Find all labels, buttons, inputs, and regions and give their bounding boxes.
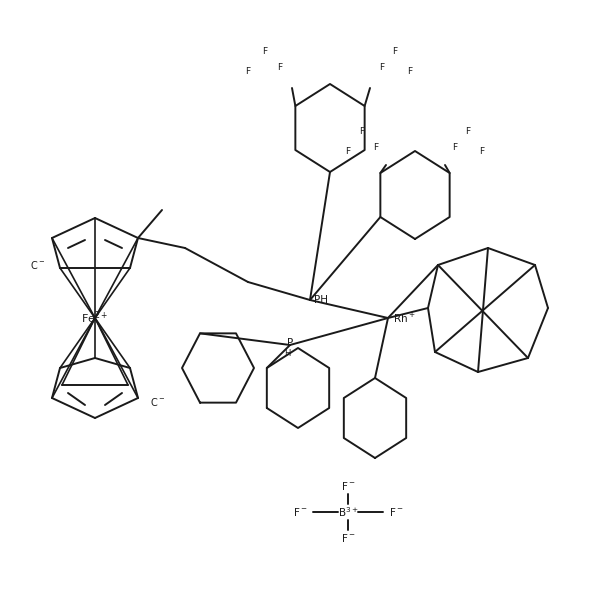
Text: F: F: [346, 147, 350, 157]
Text: H: H: [284, 349, 290, 359]
Text: F: F: [359, 127, 365, 137]
Text: F: F: [479, 147, 485, 157]
Text: F: F: [466, 127, 470, 137]
Text: F: F: [380, 64, 384, 72]
Text: F$^-$: F$^-$: [341, 480, 355, 492]
Text: F: F: [278, 64, 282, 72]
Text: B$^{3+}$: B$^{3+}$: [338, 505, 358, 519]
Text: F: F: [245, 68, 251, 77]
Text: F$^-$: F$^-$: [341, 532, 355, 544]
Text: PH: PH: [314, 295, 328, 305]
Text: Rh$^+$: Rh$^+$: [393, 312, 416, 325]
Text: F: F: [392, 48, 398, 57]
Text: P: P: [287, 338, 293, 348]
Text: C$^-$: C$^-$: [30, 259, 45, 271]
Text: C$^-$: C$^-$: [150, 396, 165, 408]
Text: F: F: [263, 48, 267, 57]
Text: F$^-$: F$^-$: [293, 506, 307, 518]
Text: F: F: [374, 144, 378, 153]
Text: Fe$^{2+}$: Fe$^{2+}$: [81, 310, 109, 326]
Text: F$^-$: F$^-$: [389, 506, 404, 518]
Text: F: F: [407, 68, 413, 77]
Text: F: F: [453, 144, 457, 153]
